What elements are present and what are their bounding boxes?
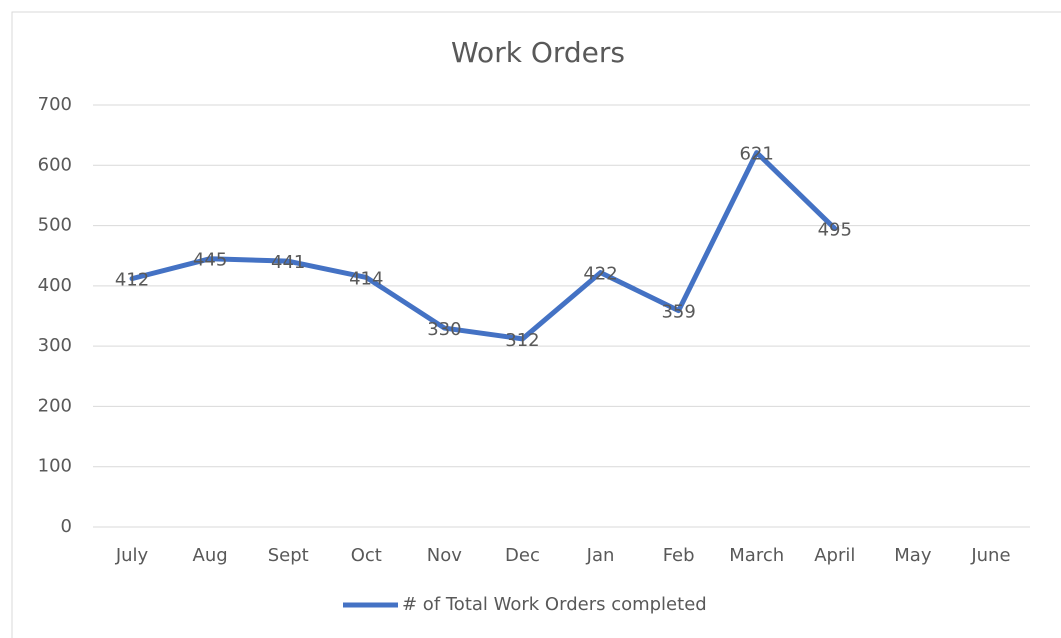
y-tick-label: 0: [61, 516, 72, 537]
data-label: 495: [818, 220, 852, 241]
data-label: 312: [505, 330, 539, 351]
y-tick-label: 700: [38, 94, 72, 115]
data-label: 621: [740, 144, 774, 165]
data-label: 441: [271, 252, 305, 273]
x-tick-label: July: [115, 545, 149, 566]
x-tick-label: June: [970, 545, 1010, 566]
legend-label: # of Total Work Orders completed: [402, 594, 707, 615]
data-label: 330: [427, 319, 461, 340]
x-tick-label: Feb: [663, 545, 695, 566]
data-label: 414: [349, 268, 383, 289]
data-label: 412: [115, 270, 149, 291]
chart-title: Work Orders: [451, 36, 625, 69]
x-tick-label: Nov: [427, 545, 462, 566]
x-tick-label: April: [814, 545, 855, 566]
data-label: 445: [193, 250, 227, 271]
y-tick-label: 600: [38, 154, 72, 175]
x-tick-label: Sept: [268, 545, 309, 566]
x-tick-label: May: [894, 545, 932, 566]
data-label: 422: [583, 264, 617, 285]
x-tick-label: Jan: [586, 545, 615, 566]
y-tick-label: 400: [38, 275, 72, 296]
y-tick-label: 100: [38, 456, 72, 477]
x-tick-label: Dec: [505, 545, 540, 566]
x-tick-label: Aug: [193, 545, 228, 566]
x-tick-label: Oct: [351, 545, 382, 566]
y-tick-label: 500: [38, 215, 72, 236]
y-tick-label: 200: [38, 395, 72, 416]
y-tick-label: 300: [38, 335, 72, 356]
data-label: 359: [661, 302, 695, 323]
x-tick-label: March: [729, 545, 784, 566]
data-line: [129, 150, 838, 342]
